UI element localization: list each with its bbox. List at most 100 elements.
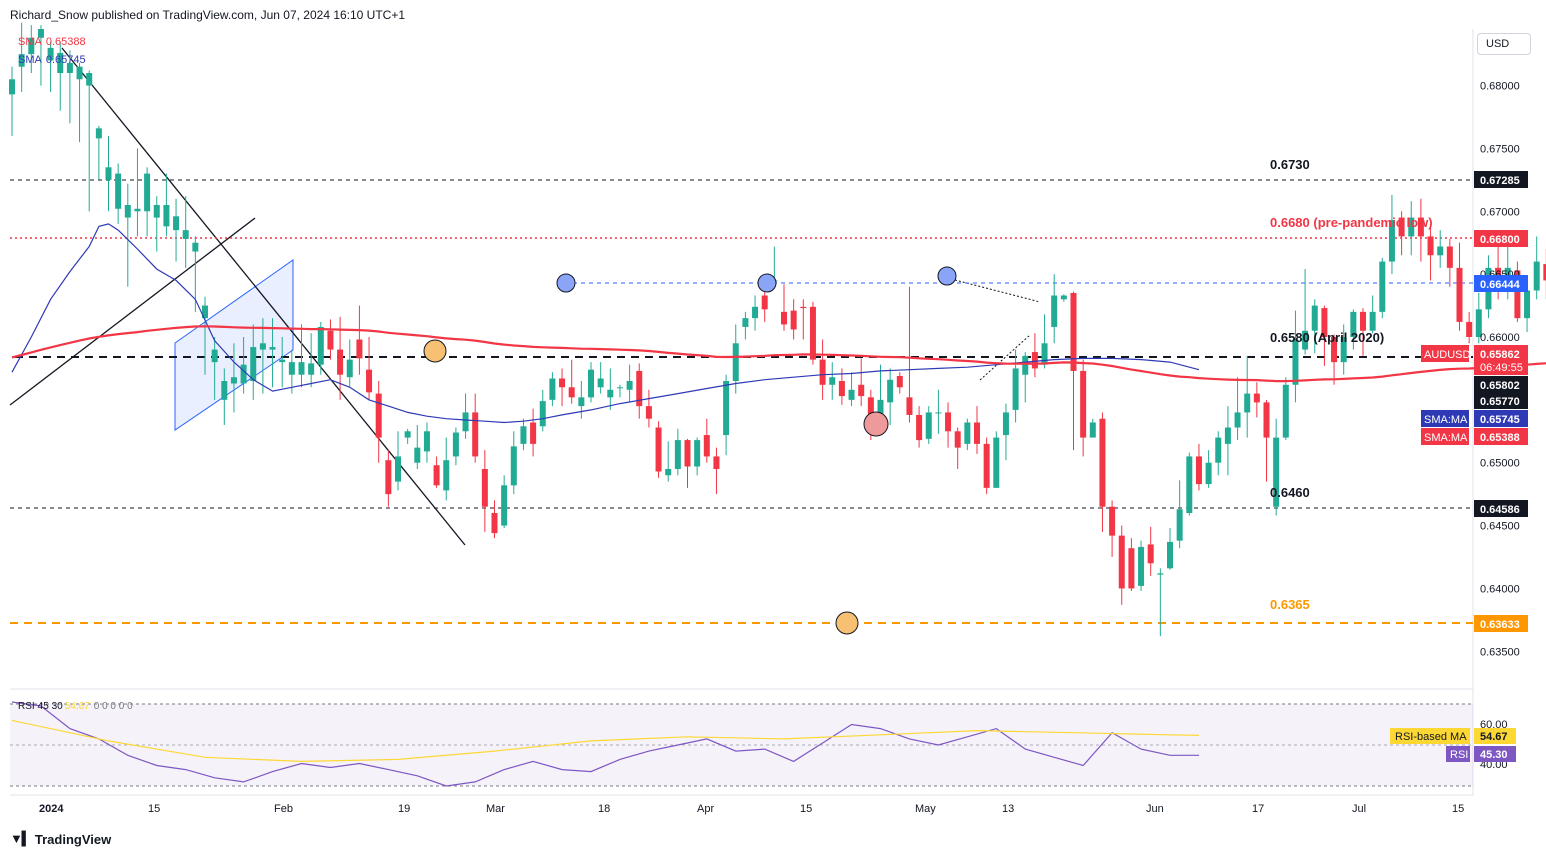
sma200-legend[interactable]: SMA 0.65388 <box>18 36 86 48</box>
candle[interactable] <box>1224 427 1231 444</box>
candle[interactable] <box>887 379 894 403</box>
candle[interactable] <box>356 339 363 359</box>
candle[interactable] <box>221 381 228 400</box>
candle[interactable] <box>124 205 131 218</box>
candle[interactable] <box>858 384 865 397</box>
ascending-trendline[interactable] <box>9 217 256 406</box>
candle[interactable] <box>443 460 450 491</box>
candle[interactable] <box>1128 548 1135 589</box>
candle[interactable] <box>192 242 199 252</box>
candle[interactable] <box>925 412 932 439</box>
candle[interactable] <box>269 347 276 350</box>
candle[interactable] <box>1234 412 1241 428</box>
candle[interactable] <box>423 431 430 452</box>
candle[interactable] <box>809 306 816 360</box>
candle[interactable] <box>800 306 807 309</box>
wedge-upper-line[interactable] <box>954 279 1041 303</box>
candle[interactable] <box>1475 309 1482 337</box>
candle[interactable] <box>993 437 1000 488</box>
candle[interactable] <box>1186 456 1193 513</box>
candle[interactable] <box>1022 355 1029 375</box>
candle[interactable] <box>1302 330 1309 350</box>
candle[interactable] <box>1205 462 1212 485</box>
candle[interactable] <box>1051 295 1058 327</box>
candle[interactable] <box>1292 339 1299 385</box>
candle[interactable] <box>86 73 93 86</box>
tradingview-footer[interactable]: ▼▍ TradingView <box>10 831 111 847</box>
support-test-marker[interactable] <box>423 339 447 363</box>
rsi-ma-line[interactable] <box>11 719 1200 763</box>
candle[interactable] <box>1099 418 1106 507</box>
candle[interactable] <box>1533 261 1540 291</box>
candle[interactable] <box>983 443 990 488</box>
descending-trendline[interactable] <box>61 47 466 546</box>
candle[interactable] <box>1524 290 1531 319</box>
candle[interactable] <box>28 37 35 55</box>
candle[interactable] <box>1089 422 1096 438</box>
candle[interactable] <box>1446 246 1453 268</box>
candle[interactable] <box>462 412 469 432</box>
candle[interactable] <box>568 387 575 398</box>
candle[interactable] <box>1398 217 1405 237</box>
candle[interactable] <box>1195 456 1202 485</box>
candle[interactable] <box>1282 384 1289 438</box>
candle[interactable] <box>433 465 440 486</box>
time-axis[interactable]: 2024 15 Feb 19 Mar 18 Apr 15 May 13 Jun … <box>39 803 1464 815</box>
candle[interactable] <box>66 62 73 73</box>
candle[interactable] <box>1437 246 1444 256</box>
candle[interactable] <box>1273 437 1280 507</box>
sma-crossover-marker[interactable] <box>863 411 889 437</box>
candle[interactable] <box>414 447 421 463</box>
candle[interactable] <box>346 359 353 378</box>
candle[interactable] <box>1360 311 1366 331</box>
candle[interactable] <box>298 362 305 375</box>
candle[interactable] <box>896 375 903 388</box>
candle[interactable] <box>1070 293 1077 371</box>
candle[interactable] <box>636 370 643 407</box>
candle[interactable] <box>366 369 373 393</box>
candle[interactable] <box>597 378 604 388</box>
candle[interactable] <box>115 173 122 209</box>
candle[interactable] <box>1369 311 1376 331</box>
candle[interactable] <box>549 378 556 400</box>
rsi-line[interactable] <box>11 701 1199 787</box>
candle[interactable] <box>385 460 392 495</box>
candle[interactable] <box>308 363 315 375</box>
candle[interactable] <box>1456 267 1463 322</box>
candle[interactable] <box>1263 402 1270 438</box>
candle[interactable] <box>395 456 401 482</box>
candle[interactable] <box>848 389 855 400</box>
candle[interactable] <box>76 66 83 80</box>
candle[interactable] <box>1031 352 1038 369</box>
candle[interactable] <box>723 381 730 436</box>
candle[interactable] <box>37 29 44 38</box>
candle[interactable] <box>945 412 952 432</box>
candle[interactable] <box>1118 535 1125 589</box>
candle[interactable] <box>1321 308 1328 337</box>
candle[interactable] <box>491 513 498 534</box>
candle[interactable] <box>829 377 836 385</box>
candle[interactable] <box>1311 305 1318 331</box>
currency-button[interactable]: USD <box>1477 33 1531 55</box>
candle[interactable] <box>47 47 54 61</box>
swing-low-marker[interactable] <box>835 611 859 635</box>
candle[interactable] <box>665 469 672 476</box>
candle[interactable] <box>964 422 971 444</box>
candle[interactable] <box>520 426 527 444</box>
candle[interactable] <box>1388 220 1395 262</box>
candle[interactable] <box>134 208 141 212</box>
candle[interactable] <box>588 369 594 398</box>
candle[interactable] <box>163 205 170 227</box>
candle[interactable] <box>877 399 884 423</box>
candle[interactable] <box>510 446 517 486</box>
candle[interactable] <box>95 128 102 139</box>
candle[interactable] <box>230 377 237 384</box>
candle[interactable] <box>105 167 112 180</box>
candle[interactable] <box>1060 295 1067 300</box>
candle[interactable] <box>317 326 324 365</box>
candle[interactable] <box>1495 267 1502 281</box>
sma50-line[interactable] <box>11 223 1200 424</box>
candle[interactable] <box>790 310 797 330</box>
candle[interactable] <box>1147 544 1154 564</box>
